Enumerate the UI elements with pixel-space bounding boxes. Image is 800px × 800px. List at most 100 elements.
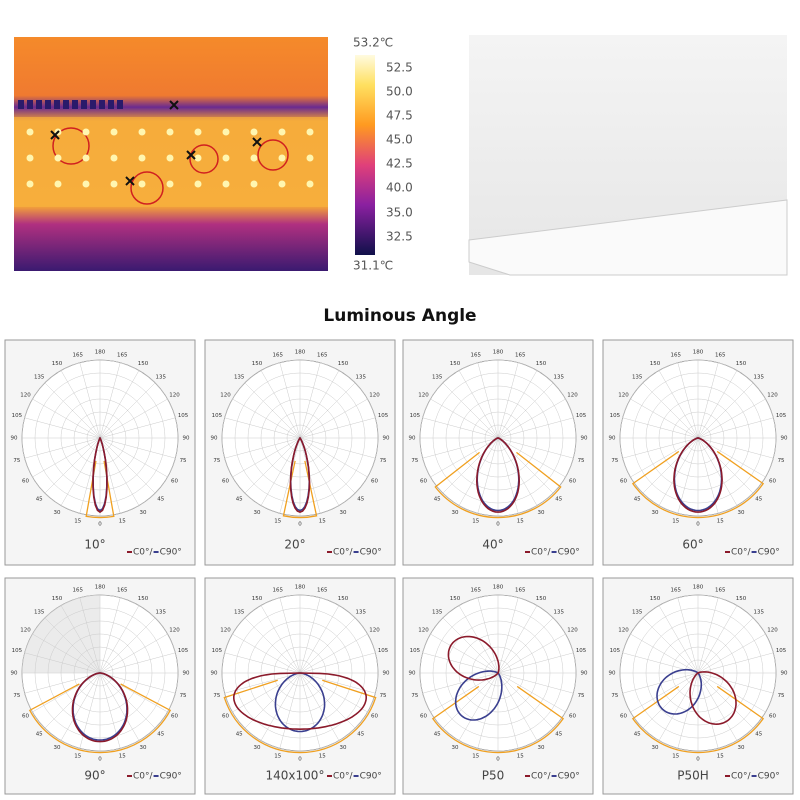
polar-label: 135 <box>554 375 565 381</box>
polar-label: 165 <box>72 587 83 593</box>
led-spot <box>110 128 118 136</box>
polar-label: 165 <box>117 352 128 358</box>
legend-separator: / <box>748 548 752 558</box>
polar-label: 60 <box>620 479 627 485</box>
polar-label: 105 <box>576 648 587 654</box>
polar-label: 90 <box>211 436 218 442</box>
polar-label: 75 <box>778 458 785 464</box>
polar-label: 75 <box>411 693 418 699</box>
intensity-curve <box>233 672 367 731</box>
led-spot <box>194 154 202 162</box>
polar-label: 180 <box>493 350 504 356</box>
led-spot <box>222 154 230 162</box>
polar-label: 90 <box>183 436 190 442</box>
polar-label: 90 <box>383 436 390 442</box>
polar-panel: 180 1651651501501351351201201051059090757… <box>204 577 396 795</box>
legend-text: C90° <box>360 772 382 782</box>
polar-label: 120 <box>369 628 380 634</box>
polar-label: 105 <box>212 648 223 654</box>
led-spot <box>82 180 90 188</box>
legend-separator: / <box>548 772 552 782</box>
panel-label: 60° <box>682 538 703 552</box>
polar-label: 150 <box>338 361 349 367</box>
polar-label: 90 <box>781 671 788 677</box>
polar-label: 180 <box>693 350 704 356</box>
cross-marker <box>50 130 60 140</box>
polar-label: 60 <box>171 714 178 720</box>
polar-label: 45 <box>634 731 641 737</box>
polar-label: 15 <box>74 754 81 760</box>
cross-marker <box>169 100 179 110</box>
polar-label: 45 <box>755 731 762 737</box>
dark-block <box>108 100 114 109</box>
polar-label: 60 <box>171 479 178 485</box>
polar-label: 75 <box>578 458 585 464</box>
intensity-curve <box>92 436 108 514</box>
polar-label: 120 <box>418 393 429 399</box>
polar-label: 180 <box>295 350 306 356</box>
polar-label: 45 <box>357 731 364 737</box>
polar-label: 135 <box>356 375 367 381</box>
legend-text: C90° <box>558 548 580 558</box>
polar-label: 15 <box>672 519 679 525</box>
led-spot <box>138 128 146 136</box>
polar-label: 0 <box>298 757 302 763</box>
led-spot <box>26 154 34 162</box>
polar-label: 30 <box>538 510 545 516</box>
polar-label: 30 <box>254 745 261 751</box>
polar-label: 15 <box>517 754 524 760</box>
polar-label: 120 <box>567 628 578 634</box>
polar-label: 0 <box>98 757 102 763</box>
legend-text: C90° <box>360 548 382 558</box>
led-spot <box>278 154 286 162</box>
intensity-curve <box>656 668 703 715</box>
polar-label: 45 <box>434 496 441 502</box>
polar-label: 45 <box>555 731 562 737</box>
polar-label: 30 <box>54 510 61 516</box>
polar-label: 120 <box>567 393 578 399</box>
polar-label: 90 <box>581 436 588 442</box>
photo-base <box>468 199 788 276</box>
led-spot <box>166 154 174 162</box>
polar-label: 180 <box>493 585 504 591</box>
polar-label: 45 <box>755 496 762 502</box>
polar-label: 135 <box>34 610 45 616</box>
polar-label: 165 <box>72 352 83 358</box>
color-scale-label: 32.5 <box>386 230 413 244</box>
dark-block <box>99 100 105 109</box>
polar-label: 15 <box>472 519 479 525</box>
panel-label: 20° <box>284 538 305 552</box>
polar-label: 135 <box>356 610 367 616</box>
cross-marker <box>125 176 135 186</box>
dark-block <box>18 100 24 109</box>
polar-label: 90 <box>11 436 18 442</box>
polar-label: 150 <box>650 361 661 367</box>
polar-label: 60 <box>569 714 576 720</box>
polar-label: 15 <box>472 754 479 760</box>
color-scale-label: 40.0 <box>386 181 413 195</box>
polar-label: 105 <box>178 648 189 654</box>
legend-text: C0° <box>333 548 350 558</box>
beam-wedge <box>434 451 562 519</box>
led-spot <box>278 128 286 136</box>
led-spot <box>250 154 258 162</box>
legend-separator: / <box>150 548 154 558</box>
led-spot <box>82 128 90 136</box>
polar-label: 90 <box>581 671 588 677</box>
polar-label: 60 <box>620 714 627 720</box>
measure-circle <box>52 127 90 165</box>
led-spot <box>26 180 34 188</box>
led-spot <box>194 180 202 188</box>
polar-panel: 180 1651651501501351351201201051059090757… <box>602 339 794 566</box>
polar-label: 45 <box>434 731 441 737</box>
polar-label: 0 <box>98 522 102 528</box>
legend-text: C0° <box>731 548 748 558</box>
polar-label: 105 <box>410 413 421 419</box>
polar-label: 15 <box>717 754 724 760</box>
color-scale-label: 42.5 <box>386 157 413 171</box>
polar-label: 150 <box>650 596 661 602</box>
panel-label: 90° <box>84 769 105 783</box>
polar-panel: 180 1651651501501351351201201051059090757… <box>402 339 594 566</box>
polar-label: 30 <box>452 510 459 516</box>
polar-label: 60 <box>371 714 378 720</box>
